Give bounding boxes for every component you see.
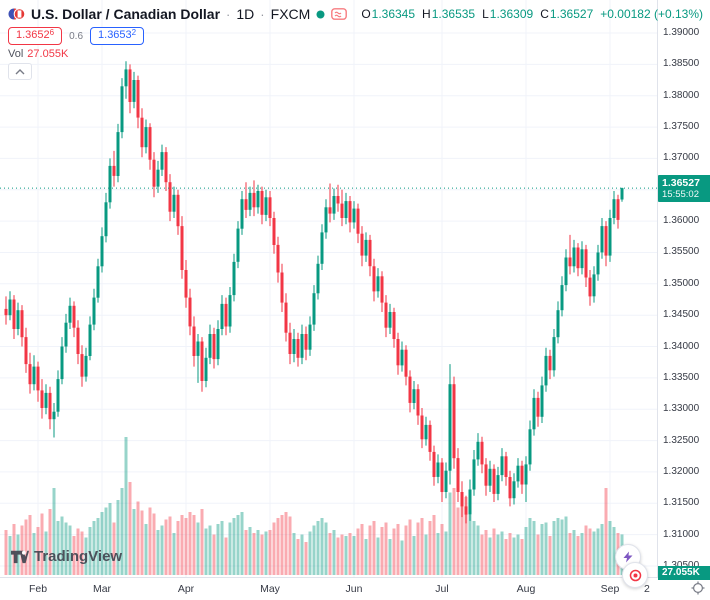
price-tick-label: 1.35000 bbox=[663, 277, 700, 289]
low-label: L bbox=[482, 7, 489, 21]
price-tick-label: 1.37000 bbox=[663, 152, 700, 164]
exchange[interactable]: FXCM bbox=[270, 6, 311, 22]
price-tick-label: 1.31500 bbox=[663, 497, 700, 509]
symbol-title[interactable]: U.S. Dollar / Canadian Dollar bbox=[31, 6, 221, 22]
ask-pip: 2 bbox=[131, 28, 137, 37]
time-axis[interactable]: 2 Feb Mar Apr May Jun Jul Aug Sep bbox=[0, 577, 710, 600]
price-tick-label: 1.35500 bbox=[663, 246, 700, 258]
price-tick-label: 1.34500 bbox=[663, 309, 700, 321]
crosshair-target-icon[interactable] bbox=[691, 581, 705, 600]
current-price-value: 1.36527 bbox=[662, 177, 700, 190]
collapse-legend-button[interactable] bbox=[8, 63, 32, 80]
time-tick-label: May bbox=[260, 583, 280, 595]
price-tick-label: 1.33500 bbox=[663, 371, 700, 383]
time-tick-partial: 2 bbox=[644, 583, 650, 595]
tradingview-mark-icon bbox=[10, 550, 29, 564]
separator: · bbox=[226, 6, 231, 22]
timeframe[interactable]: 1D bbox=[236, 6, 255, 22]
time-tick-label: Jun bbox=[345, 583, 363, 595]
lightning-icon bbox=[623, 551, 633, 563]
volume-legend: Vol 27.055K bbox=[8, 48, 68, 60]
sell-button[interactable]: 1.36526 bbox=[8, 27, 63, 45]
bid-ask-row: 1.36526 0.6 1.36532 bbox=[8, 27, 145, 45]
instrument-flags-icon bbox=[8, 7, 25, 21]
separator: · bbox=[260, 6, 265, 22]
record-dot-icon bbox=[629, 569, 641, 581]
ask-price: 1.3653 bbox=[98, 29, 132, 41]
price-tick-label: 1.33000 bbox=[663, 403, 700, 415]
price-tick-label: 1.36000 bbox=[663, 215, 700, 227]
bar-countdown: 15:55:02 bbox=[662, 189, 699, 201]
tradingview-logo-text: TradingView bbox=[34, 548, 123, 565]
price-tick-label: 1.39000 bbox=[663, 27, 700, 38]
bid-pip: 6 bbox=[49, 28, 55, 37]
open-value: 1.36345 bbox=[371, 7, 416, 21]
volume-label: Vol bbox=[8, 48, 24, 60]
time-tick-label: Sep bbox=[600, 583, 620, 595]
time-tick-label: Aug bbox=[516, 583, 536, 595]
price-tick-label: 1.34000 bbox=[663, 340, 700, 352]
price-tick-label: 1.30500 bbox=[663, 560, 699, 571]
close-value: 1.36527 bbox=[549, 7, 594, 21]
buy-button[interactable]: 1.36532 bbox=[90, 27, 145, 45]
time-tick-label: Mar bbox=[92, 583, 112, 595]
price-tick-label: 1.31000 bbox=[663, 528, 700, 540]
high-value: 1.36535 bbox=[431, 7, 476, 21]
volume-axis-label: 27.055K bbox=[658, 566, 710, 580]
chevron-up-icon bbox=[15, 68, 25, 74]
low-value: 1.36309 bbox=[489, 7, 534, 21]
time-tick-label: Apr bbox=[177, 583, 195, 595]
price-tick-label: 1.38500 bbox=[663, 58, 700, 70]
bid-price: 1.3652 bbox=[16, 29, 50, 41]
market-status-icon bbox=[316, 10, 325, 19]
price-tick-label: 1.37500 bbox=[663, 121, 700, 133]
open-label: O bbox=[361, 7, 371, 21]
change-value: +0.00182 (+0.13%) bbox=[600, 7, 703, 21]
candlestick-chart-area[interactable] bbox=[0, 0, 657, 577]
time-tick-label: Jul bbox=[435, 583, 449, 595]
live-stream-button[interactable] bbox=[622, 562, 648, 588]
time-tick-label: Feb bbox=[28, 583, 48, 595]
price-tick-label: 1.32000 bbox=[663, 465, 700, 477]
volume-value: 27.055K bbox=[27, 48, 69, 60]
high-label: H bbox=[422, 7, 431, 21]
symbol-legend: U.S. Dollar / Canadian Dollar · 1D · FXC… bbox=[8, 6, 703, 22]
current-price-label: 1.36527 15:55:02 bbox=[658, 175, 710, 203]
ohlc-readout: O 1.36345 H 1.36535 L 1.36309 C 1.36527 +0.0… bbox=[361, 7, 703, 21]
price-tick-label: 1.38000 bbox=[663, 89, 700, 101]
close-label: C bbox=[540, 7, 549, 21]
spread-value: 0.6 bbox=[69, 30, 84, 42]
delayed-data-icon bbox=[331, 8, 348, 20]
price-tick-label: 1.32500 bbox=[663, 434, 700, 446]
tradingview-logo[interactable]: TradingView bbox=[10, 547, 122, 566]
price-axis[interactable]: 1.39000 1.38500 1.38000 1.37500 1.37000 1.365… bbox=[657, 0, 710, 577]
